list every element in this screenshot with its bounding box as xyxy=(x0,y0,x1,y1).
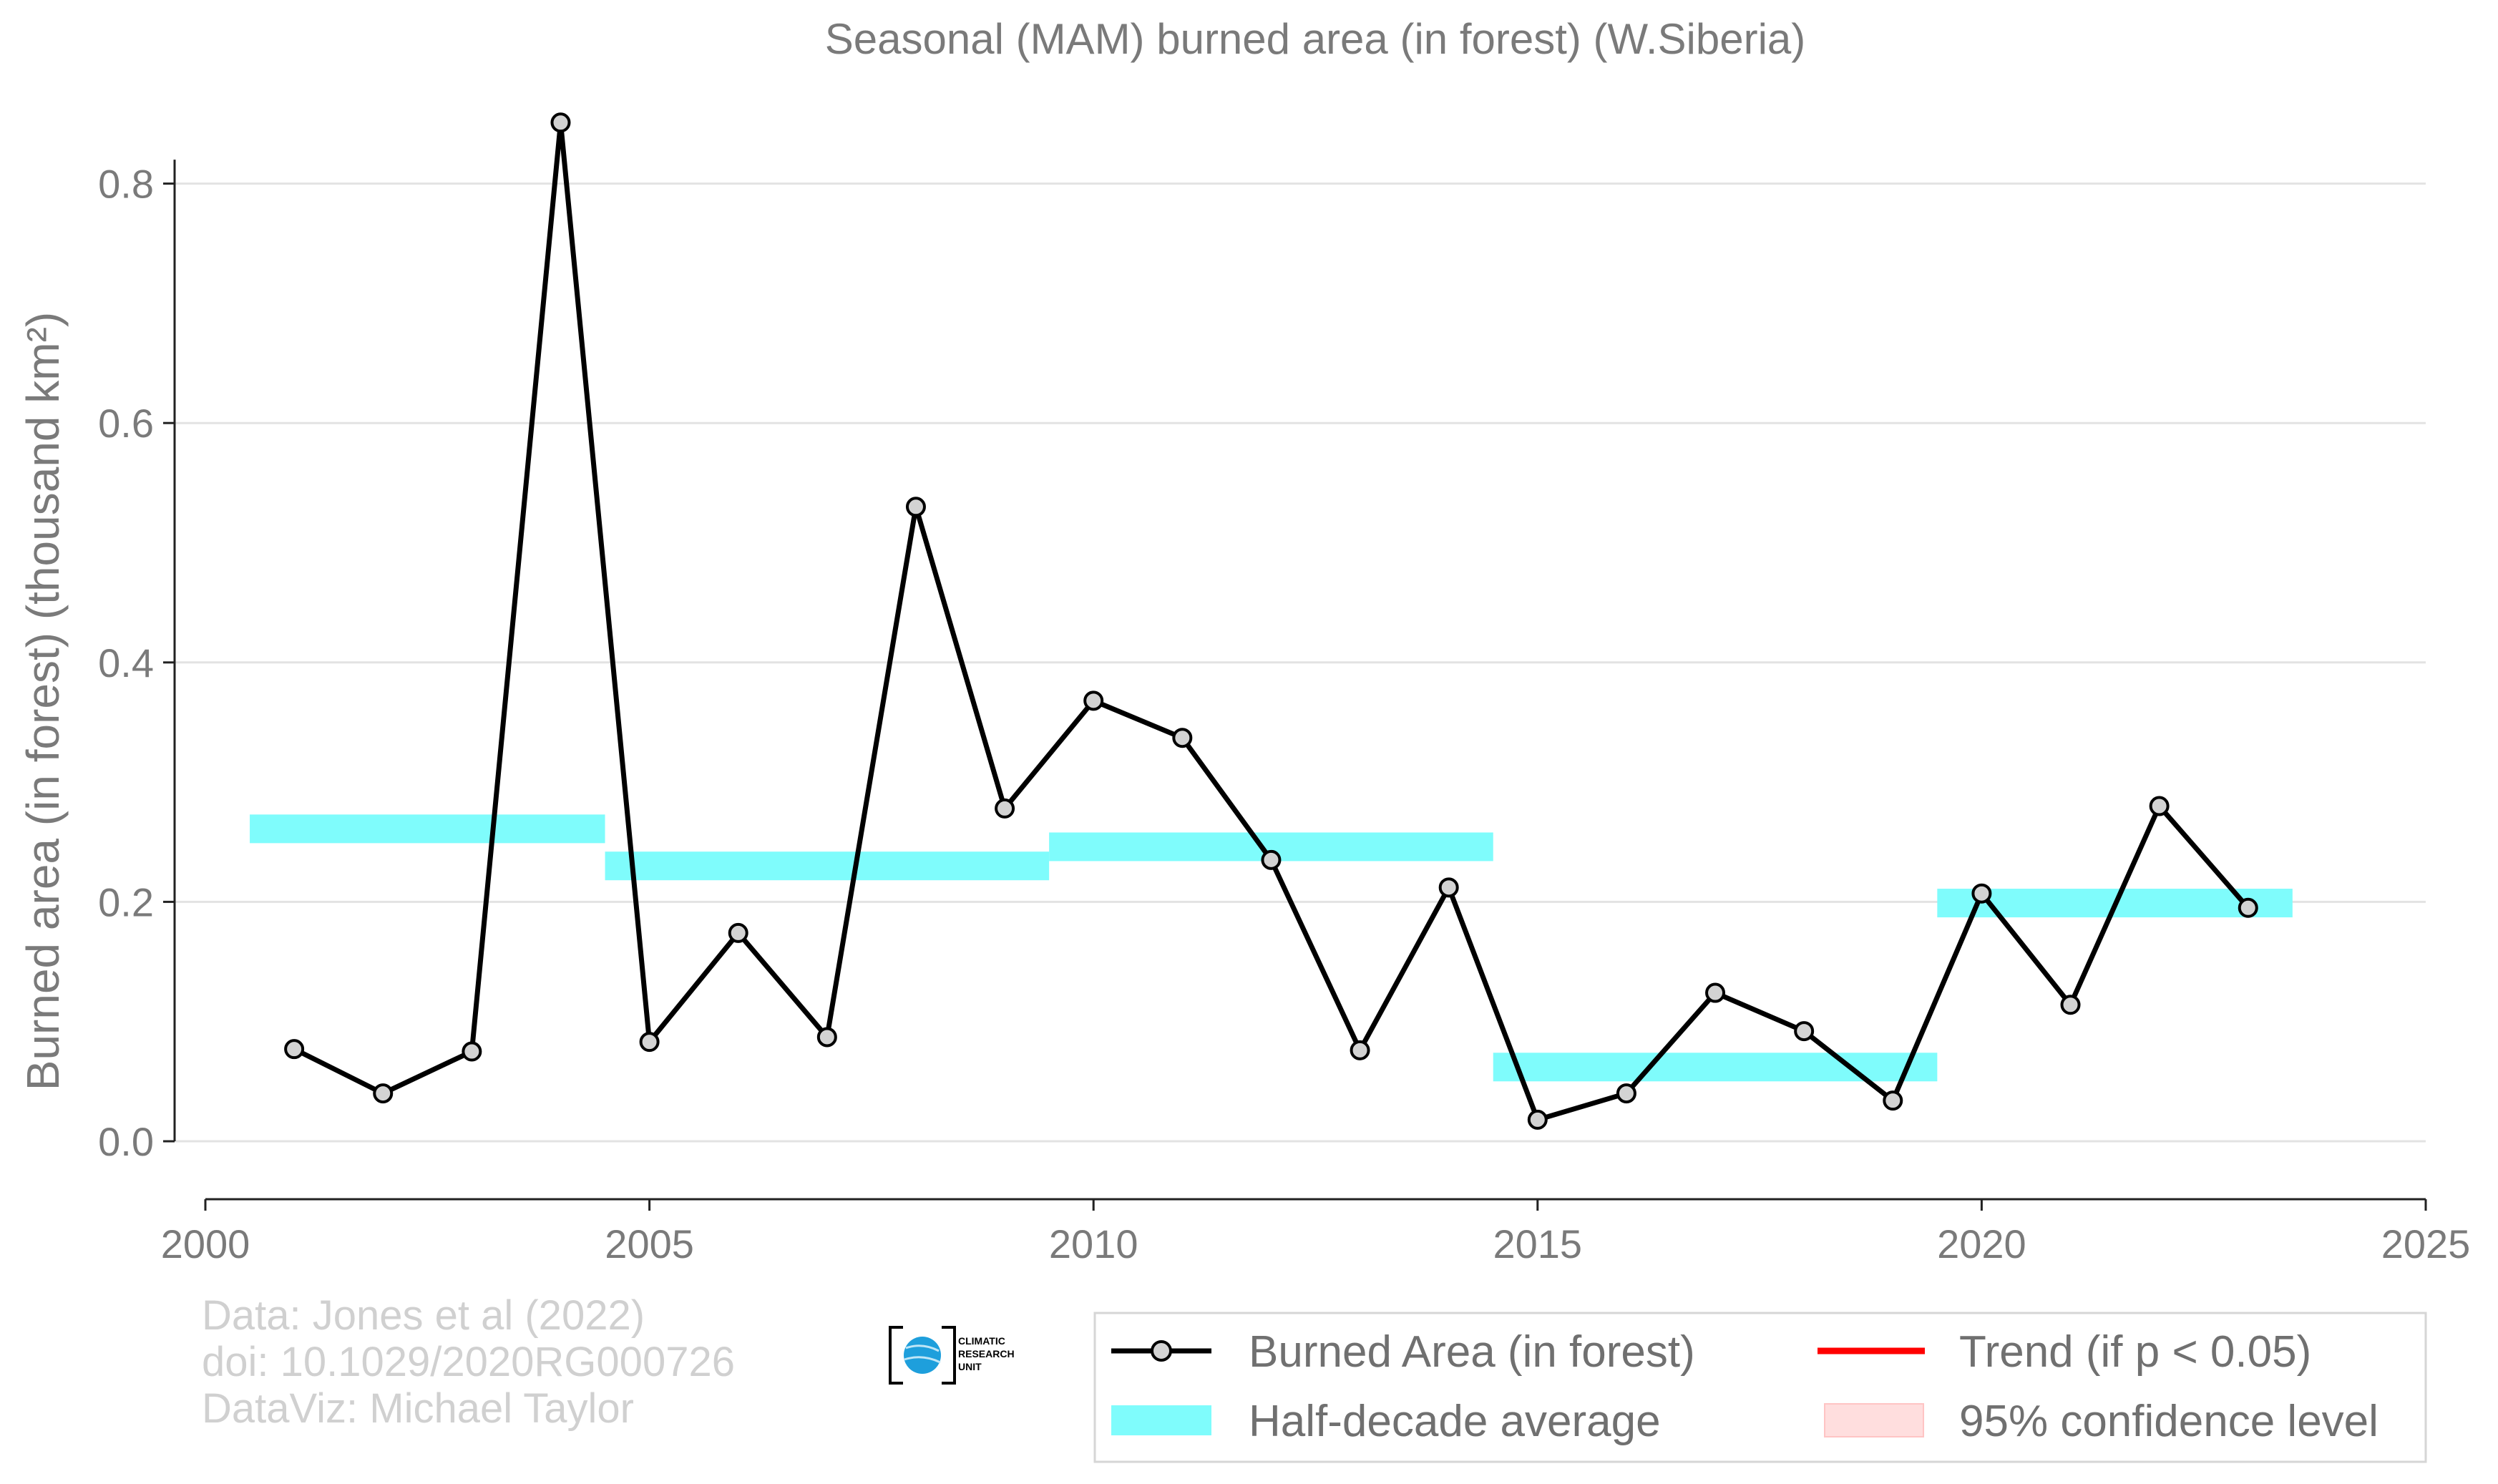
x-tick-label-0: 2000 xyxy=(161,1221,250,1266)
gridlines xyxy=(175,182,2426,1143)
series-burned-area xyxy=(284,112,2258,1130)
x-tick-label-5: 2025 xyxy=(2381,1221,2471,1266)
legend-swatch-half-decade xyxy=(1111,1405,1211,1435)
legend-label-burned-area: Burned Area (in forest) xyxy=(1249,1327,1695,1377)
series-line-burned-area xyxy=(293,119,2250,1123)
data-point-2015 xyxy=(1527,1109,1548,1130)
half-decade-bar-3 xyxy=(1493,1053,1938,1082)
logo-text-3: UNIT xyxy=(958,1361,982,1372)
half-decade-bar-1 xyxy=(605,851,1050,881)
credits-block: Data: Jones et al (2022) doi: 10.1029/20… xyxy=(202,1292,735,1432)
y-axis-label: Burned area (in forest) (thousand km²) xyxy=(17,312,69,1090)
data-point-2006 xyxy=(728,922,748,943)
x-tick-label-3: 2015 xyxy=(1493,1221,1583,1266)
y-tick-label-1: 0.2 xyxy=(98,879,154,924)
data-point-2017 xyxy=(1705,982,1726,1003)
credit-data-source: Data: Jones et al (2022) xyxy=(202,1292,645,1339)
legend-box xyxy=(1093,1312,2427,1463)
data-point-2021 xyxy=(2060,995,2081,1015)
data-point-2009 xyxy=(995,798,1015,819)
legend-label-trend: Trend (if p < 0.05) xyxy=(1959,1327,2311,1377)
data-point-2001 xyxy=(284,1039,305,1060)
credit-dataviz: DataViz: Michael Taylor xyxy=(202,1385,634,1432)
chart-title: Seasonal (MAM) burned area (in forest) (… xyxy=(825,15,1806,63)
data-point-2023 xyxy=(2238,897,2258,918)
data-point-2018 xyxy=(1794,1021,1815,1042)
cru-logo: CLIMATIC RESEARCH UNIT xyxy=(889,1326,1015,1385)
data-point-2003 xyxy=(462,1041,482,1062)
data-point-2016 xyxy=(1616,1083,1636,1104)
data-point-2014 xyxy=(1438,877,1459,898)
half-decade-bar-0 xyxy=(250,814,605,844)
legend-label-confidence: 95% confidence level xyxy=(1959,1397,2379,1446)
data-point-2019 xyxy=(1883,1090,1903,1111)
data-point-2010 xyxy=(1083,690,1104,711)
logo-text-1: CLIMATIC xyxy=(958,1335,1005,1347)
y-tick-label-3: 0.6 xyxy=(98,401,154,446)
globe-icon xyxy=(904,1337,941,1374)
data-point-2013 xyxy=(1350,1040,1370,1060)
y-tick-label-0: 0.0 xyxy=(98,1119,154,1164)
data-point-2005 xyxy=(639,1032,660,1053)
data-point-2008 xyxy=(905,497,926,517)
data-point-2012 xyxy=(1261,849,1282,870)
data-point-2002 xyxy=(373,1083,394,1104)
data-point-2022 xyxy=(2149,796,2170,816)
axes: 0.0 0.2 0.4 0.6 0.8 2000 2005 2010 2015 2020 2025 xyxy=(98,160,2470,1266)
data-point-2020 xyxy=(1971,883,1992,904)
legend-label-half-decade: Half-decade average xyxy=(1249,1397,1661,1446)
data-point-2007 xyxy=(816,1027,837,1048)
x-tick-label-1: 2005 xyxy=(605,1221,694,1266)
credit-doi: doi: 10.1029/2020RG000726 xyxy=(202,1339,735,1385)
legend: Burned Area (in forest) Trend (if p < 0.… xyxy=(1093,1312,2427,1463)
data-point-2011 xyxy=(1172,728,1193,748)
legend-marker-burned-area xyxy=(1151,1340,1172,1362)
y-tick-label-4: 0.8 xyxy=(98,162,154,207)
x-tick-label-4: 2020 xyxy=(1937,1221,2026,1266)
logo-text-2: RESEARCH xyxy=(958,1348,1015,1359)
y-tick-label-2: 0.4 xyxy=(98,640,154,685)
legend-swatch-confidence xyxy=(1824,1403,1924,1437)
data-point-2004 xyxy=(550,112,571,133)
x-tick-label-2: 2010 xyxy=(1049,1221,1138,1266)
